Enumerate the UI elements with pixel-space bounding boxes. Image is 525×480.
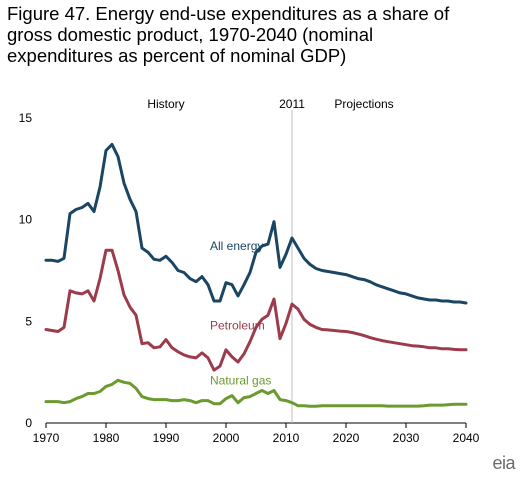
series-line-natural-gas	[44, 378, 468, 408]
eia-logo: eia	[492, 453, 515, 473]
x-tick-label: 2020	[333, 431, 360, 445]
chart-annotations: 2011 History Projections	[147, 97, 394, 423]
x-tick-label: 2030	[393, 431, 420, 445]
x-tick-label: 1980	[93, 431, 120, 445]
series-label-natural-gas: Natural gas	[210, 373, 271, 387]
y-tick-label: 0	[25, 416, 32, 430]
y-tick-label: 5	[25, 314, 32, 328]
chart-series: All energy Petroleum Natural gas	[44, 142, 468, 408]
series-line-all-energy	[44, 142, 468, 305]
series-label-all-energy: All energy	[210, 239, 263, 253]
x-tick-label: 2040	[453, 431, 480, 445]
chart-title-line-3: expenditures as percent of nominal GDP)	[7, 45, 347, 66]
chart-title: Figure 47. Energy end-use expenditures a…	[7, 3, 507, 66]
x-tick-label: 2010	[273, 431, 300, 445]
series-label-petroleum: Petroleum	[210, 318, 265, 332]
y-tick-label: 10	[19, 213, 33, 227]
x-tick-label: 1970	[33, 431, 60, 445]
x-tick-label: 2000	[213, 431, 240, 445]
chart-title-line-1: Figure 47. Energy end-use expenditures a…	[7, 3, 450, 24]
divider-year-label: 2011	[279, 97, 305, 111]
chart-title-line-2: gross domestic product, 1970-2040 (nomin…	[7, 24, 374, 45]
projections-label: Projections	[334, 97, 393, 111]
history-label: History	[147, 97, 184, 111]
series-line-petroleum	[44, 248, 468, 372]
chart-axes: 1970 1980 1990 2000 2010 2020 2030 2040 0 5 10 15	[19, 111, 480, 445]
y-tick-label: 15	[19, 111, 33, 125]
x-tick-label: 1990	[153, 431, 180, 445]
